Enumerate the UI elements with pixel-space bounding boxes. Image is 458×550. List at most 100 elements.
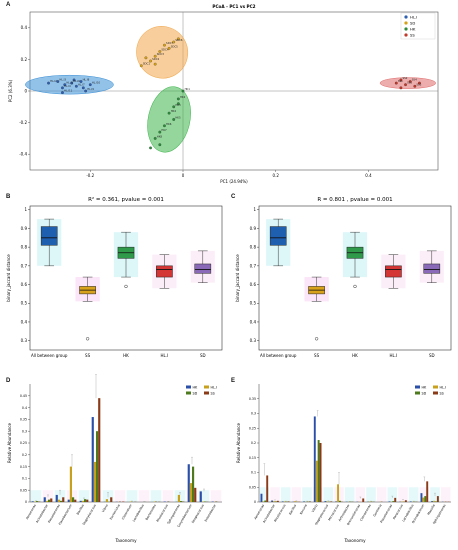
y-tick-label: 0.7 [21,263,28,268]
bar-halo [114,490,126,502]
legend-label: SS [440,392,444,396]
point-label: SS1 [398,79,403,83]
y-tick-label: 0.25 [20,441,27,445]
x-tick-label: Vibrio [101,503,109,513]
x-tick-label: Bacteroides [145,503,158,521]
legend-label: HL.I [410,14,417,19]
bar [55,494,58,502]
bar [287,501,290,502]
legend-swatch [204,385,209,389]
bar-halo [302,487,312,502]
y-tick-label: 0.9 [250,226,257,231]
point-label: HL.I10 [92,81,101,85]
scatter-point [149,146,152,150]
y-axis-label: binary_jaccard distance [6,254,11,302]
bar [262,501,265,502]
bar [324,501,327,502]
x-tick-label: SD [200,353,206,358]
bar [110,497,113,502]
legend-swatch [433,391,438,395]
bar [264,500,267,502]
point-label: HK3 [175,103,181,107]
bar-halo [376,487,387,502]
y-tick-label: -0.4 [19,152,27,157]
y-tick-label: 0.35 [20,418,27,422]
y-tick-label: 0.5 [21,301,28,306]
bar-halo [270,487,280,502]
x-tick-label: Gordonia [372,503,382,517]
bar [404,500,407,502]
bar [98,398,101,502]
bar [422,497,425,502]
bar-halo [78,490,90,502]
bar [105,499,108,502]
y-tick-label: 0.1 [251,471,256,475]
bar [260,493,263,502]
legend-marker [404,21,408,25]
y-tick-label: 0.7 [250,263,257,268]
box [385,265,402,278]
bar-halo [344,487,355,502]
bar [84,499,87,502]
scatter-point [167,111,171,115]
point-label: SDC4 [161,48,168,52]
point-label: SDC6 [175,38,182,42]
point-label: SS4 [412,78,417,82]
scatter-point [158,143,162,147]
x-tick-label: Aeromonas [25,503,37,520]
legend-label: HL.I [440,386,447,390]
bar [273,501,275,502]
y-tick-label: 0 [254,500,256,504]
x-tick-label: 0.4 [365,173,372,178]
x-tick-label: Enterobacter [204,503,218,523]
bar-halo [398,487,408,502]
scatter-point [139,64,143,68]
point-label: SDC5 [171,44,178,48]
legend-marker [404,27,408,31]
point-label: HL.I4 [64,84,71,88]
bar [43,497,46,502]
scatter-point [172,118,176,121]
y-tick-label: 0.2 [251,441,256,445]
confidence-ellipse [379,77,436,89]
y-tick-label: 0.4 [21,25,28,30]
scatter-point [149,59,152,63]
y-tick-label: 0.5 [250,301,257,306]
point-label: SDC7 [166,41,173,45]
bar [271,500,274,502]
bar [326,501,329,502]
bar [93,461,96,502]
panel-letter-b: B [6,194,11,200]
x-tick-label: HK [123,353,129,358]
outlier-point [314,337,319,341]
scatter-point [163,124,166,128]
bar [431,501,434,502]
bar [50,498,53,502]
bar [313,416,316,502]
scatter-point [404,83,407,87]
scatter-point [47,81,50,85]
bar-halo [323,487,334,502]
x-tick-label: SD [429,353,435,358]
bar [392,501,395,502]
box [40,226,58,246]
y-tick-label: 0 [25,500,27,504]
bar-halo [291,487,302,502]
barplot-panel-d: 0 0.05 0.1 0.15 0.2 0.25 0.3 0.35 0.4 0.45 Relativ… [0,374,229,550]
outlier-point [124,284,128,289]
scatter-point [167,46,171,50]
bar [62,497,65,502]
box [156,265,173,278]
y-tick-label: 0.2 [21,57,28,62]
bar [86,499,89,502]
point-label: HK2 [180,95,186,99]
bar [388,501,391,502]
scatter-point [153,54,157,58]
bar-halo [408,487,419,502]
point-label: SDC3 [157,52,164,56]
barplot-panel-e: 0 0.05 0.1 0.15 0.2 0.25 0.3 0.35 Relative Abund… [229,374,458,550]
x-tick-label: Kocuria [299,503,308,515]
x-tick-label: All between group [31,353,68,358]
y-tick-label: 0.3 [250,338,257,343]
bar [45,500,48,502]
